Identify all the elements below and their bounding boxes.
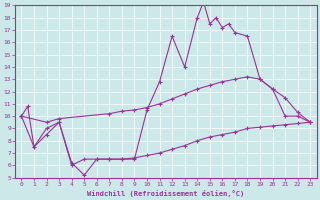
X-axis label: Windchill (Refroidissement éolien,°C): Windchill (Refroidissement éolien,°C) bbox=[87, 190, 244, 197]
